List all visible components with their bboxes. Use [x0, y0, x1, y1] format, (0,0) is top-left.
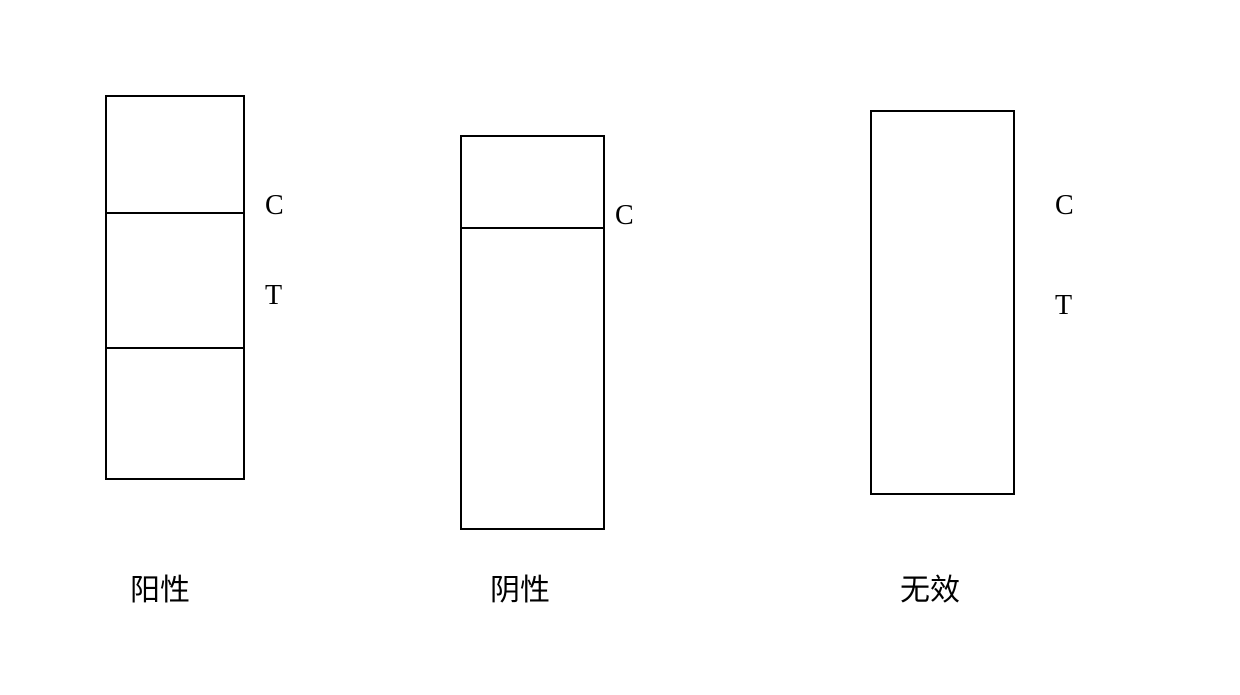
t-label: T [1055, 290, 1072, 322]
t-label: T [265, 280, 282, 312]
c-line [107, 212, 243, 214]
test-strip-negative [460, 135, 605, 530]
c-label: C [615, 200, 634, 232]
test-strip-invalid [870, 110, 1015, 495]
c-line [462, 227, 603, 229]
caption-invalid: 无效 [900, 565, 960, 609]
caption-positive: 阳性 [130, 565, 190, 609]
t-line [107, 347, 243, 349]
c-label: C [1055, 190, 1074, 222]
test-strip-positive [105, 95, 245, 480]
c-label: C [265, 190, 284, 222]
caption-negative: 阴性 [490, 565, 550, 609]
